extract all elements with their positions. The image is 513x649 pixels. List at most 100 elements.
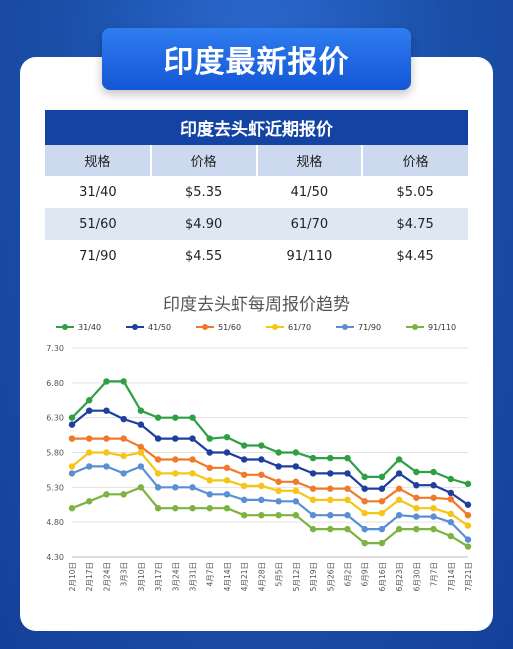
data-point <box>258 512 265 519</box>
x-tick-label: 3月31日 <box>189 562 198 591</box>
x-tick-label: 3月24日 <box>171 562 180 591</box>
data-point <box>206 449 213 456</box>
x-tick-label: 2月24日 <box>102 562 111 591</box>
chart-legend: 31/40 41/50 51/60 61/70 71/90 91/110 <box>56 323 456 332</box>
data-point <box>223 477 231 484</box>
data-point <box>447 489 454 497</box>
x-tick-label: 4月14日 <box>223 562 232 591</box>
data-point <box>223 491 231 498</box>
table-header-cell: 规格 <box>255 145 363 176</box>
data-point <box>430 513 437 520</box>
data-point <box>413 513 420 520</box>
data-point <box>103 407 110 414</box>
data-point <box>275 478 282 485</box>
data-point <box>430 482 437 489</box>
legend-marker <box>62 324 68 330</box>
data-point <box>378 473 386 481</box>
data-point <box>395 456 403 463</box>
data-point <box>309 512 317 519</box>
data-point <box>86 397 93 404</box>
data-point <box>189 484 196 491</box>
data-point <box>103 449 110 456</box>
data-point <box>275 463 282 470</box>
data-point <box>430 505 437 512</box>
data-point <box>275 512 282 519</box>
x-tick-label: 4月7日 <box>206 562 215 587</box>
legend-label: 41/50 <box>148 323 171 332</box>
data-point <box>240 456 248 463</box>
header-title: 印度最新报价 <box>163 45 350 80</box>
legend-label: 71/90 <box>358 323 381 332</box>
data-point <box>275 498 282 505</box>
data-point <box>378 509 386 517</box>
data-point <box>68 435 76 442</box>
data-point <box>240 512 248 519</box>
data-point <box>103 378 110 385</box>
x-tick-label: 6月16日 <box>378 562 387 591</box>
data-point <box>344 485 351 492</box>
data-point <box>413 494 420 501</box>
legend-label: 31/40 <box>78 323 101 332</box>
data-point <box>395 485 403 492</box>
data-point <box>378 539 386 547</box>
data-point <box>447 510 454 518</box>
table-cell: 41/50 <box>256 176 363 208</box>
data-point <box>258 496 265 504</box>
data-point <box>309 525 317 533</box>
data-point <box>464 501 472 508</box>
data-point <box>395 496 403 504</box>
data-point <box>327 525 334 533</box>
legend-marker <box>342 324 348 330</box>
data-point <box>309 496 317 504</box>
data-point <box>327 454 334 462</box>
data-point <box>68 463 76 470</box>
data-point <box>223 433 231 441</box>
data-point <box>103 491 110 498</box>
x-tick-label: 5月26日 <box>326 562 335 591</box>
x-tick-label: 5月5日 <box>275 562 284 587</box>
table-cell: 91/110 <box>256 240 363 272</box>
x-tick-label: 5月19日 <box>309 562 318 591</box>
data-point <box>240 471 248 478</box>
y-tick-label: 5.80 <box>46 449 64 458</box>
y-tick-label: 4.80 <box>46 518 64 527</box>
data-point <box>189 456 196 463</box>
data-point <box>86 435 93 442</box>
legend-marker <box>202 324 208 330</box>
data-point <box>378 525 386 533</box>
data-point <box>464 480 472 488</box>
data-point <box>137 484 145 491</box>
data-point <box>172 505 179 512</box>
data-point <box>309 454 317 462</box>
table-cell: 31/40 <box>45 176 151 208</box>
table-header-row: 规格 价格 规格 价格 <box>45 145 468 176</box>
data-point <box>68 505 76 512</box>
data-point <box>68 421 76 428</box>
data-point <box>447 495 454 503</box>
table-cell: 51/60 <box>45 208 151 240</box>
data-point <box>206 505 213 512</box>
data-point <box>275 487 282 495</box>
data-point <box>275 449 282 456</box>
data-point <box>137 443 145 451</box>
data-point <box>258 456 265 463</box>
data-point <box>206 491 213 498</box>
data-point <box>413 482 420 489</box>
data-point <box>120 470 127 477</box>
data-point <box>137 407 145 414</box>
data-point <box>172 484 179 491</box>
data-point <box>344 512 351 519</box>
data-point <box>258 482 265 490</box>
data-point <box>292 498 300 505</box>
data-point <box>292 478 300 485</box>
data-point <box>361 473 368 481</box>
legend-marker <box>412 324 418 330</box>
data-point <box>189 470 196 477</box>
data-point <box>240 442 248 449</box>
data-point <box>292 463 300 470</box>
data-point <box>309 485 317 492</box>
data-point <box>172 414 179 421</box>
data-point <box>86 463 93 470</box>
x-tick-label: 6月9日 <box>361 562 370 587</box>
header-banner: 印度最新报价 <box>102 28 411 90</box>
